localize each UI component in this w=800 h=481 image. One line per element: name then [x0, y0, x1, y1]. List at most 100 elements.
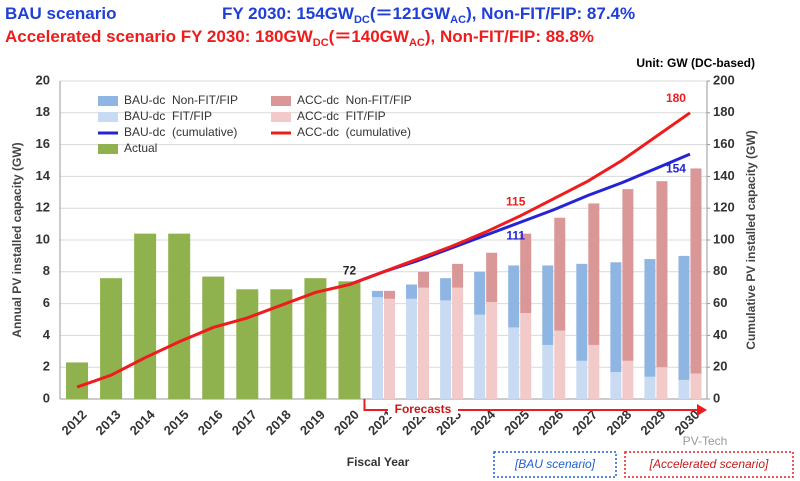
bar [576, 360, 588, 399]
bar [576, 263, 588, 361]
acc-header: Accelerated scenario FY 2030: 180GWDC(＝1… [5, 27, 594, 49]
y2-tick-label: 200 [713, 72, 735, 87]
bar [372, 290, 383, 298]
bar [678, 255, 690, 380]
bar [486, 302, 498, 399]
y2-tick-label: 0 [713, 390, 720, 405]
legend-label: Actual [124, 141, 157, 155]
cumulative-line [76, 111, 691, 389]
y2-tick-label: 100 [713, 231, 735, 246]
y-tick-label: 0 [43, 390, 50, 405]
x-tick-label: 2019 [297, 407, 328, 438]
bar [520, 233, 532, 314]
y-tick-label: 14 [36, 168, 51, 183]
data-label: 115 [506, 194, 526, 208]
legend-swatch [271, 96, 291, 106]
y-tick-label: 12 [36, 200, 50, 215]
y-tick-label: 10 [36, 231, 50, 246]
bar [486, 252, 498, 303]
legend-swatch [98, 112, 118, 122]
bar [622, 360, 634, 399]
bar [100, 278, 123, 399]
bar [452, 263, 464, 288]
bau-box-label: [BAU scenario] [514, 457, 596, 471]
forecast-label: Forecasts [395, 402, 452, 416]
data-label: 180 [666, 91, 686, 105]
bar [690, 373, 702, 399]
data-label: 111 [506, 229, 525, 243]
bar [588, 203, 600, 345]
legend-swatch [271, 112, 291, 122]
legend-label: ACC-dc (cumulative) [297, 125, 411, 139]
x-tick-label: 2017 [229, 407, 260, 438]
x-tick-label: 2029 [637, 407, 668, 438]
legend-label: BAU-dc FIT/FIP [124, 109, 212, 123]
bar [304, 278, 327, 399]
bar [656, 367, 668, 399]
bar [270, 289, 293, 399]
x-tick-label: 2025 [501, 407, 532, 438]
bar [554, 330, 566, 399]
bar [418, 287, 430, 399]
y2-tick-label: 120 [713, 200, 735, 215]
bar [474, 271, 486, 315]
x-tick-label: 2024 [467, 406, 499, 438]
legend-swatch [98, 96, 118, 106]
y2-tick-label: 180 [713, 104, 735, 119]
watermark: PV-Tech [683, 434, 728, 448]
y-axis-label: Annual PV installed capacity (GW) [10, 142, 24, 337]
y-tick-label: 16 [36, 136, 50, 151]
bar [418, 271, 430, 288]
y2-tick-label: 60 [713, 295, 727, 310]
bau-box [493, 451, 617, 478]
data-label: 154 [666, 161, 686, 175]
x-tick-label: 2028 [603, 407, 634, 438]
y-tick-label: 6 [43, 295, 50, 310]
x-tick-label: 2012 [59, 407, 90, 438]
bar [474, 314, 486, 399]
bar [440, 278, 452, 301]
bar [508, 265, 520, 328]
bar [236, 289, 259, 399]
legend-swatch [98, 144, 118, 154]
y-tick-label: 18 [36, 104, 50, 119]
legend-label: BAU-dc Non-FIT/FIP [124, 93, 238, 107]
bar [610, 262, 622, 372]
x-tick-label: 2015 [161, 407, 192, 438]
y2-tick-label: 40 [713, 327, 727, 342]
acc-box [624, 451, 794, 478]
bar [508, 327, 520, 399]
bar [610, 371, 622, 399]
y2-axis-label: Cumulative PV installed capacity (GW) [744, 130, 758, 349]
legend-label: ACC-dc Non-FIT/FIP [297, 93, 412, 107]
bar [690, 168, 702, 374]
y2-tick-label: 20 [713, 359, 727, 374]
y-tick-label: 4 [43, 327, 51, 342]
bar [372, 297, 383, 399]
bar [66, 362, 89, 399]
bau-header: BAU scenario FY 2030: 154GWDC(＝121GWAC), … [5, 4, 635, 26]
y-tick-label: 20 [36, 72, 50, 87]
bar [678, 379, 690, 399]
x-axis-label: Fiscal Year [347, 455, 410, 469]
bar [542, 265, 554, 345]
bar [406, 284, 418, 299]
bar [554, 217, 566, 331]
bar [644, 376, 656, 399]
y-tick-label: 2 [43, 359, 50, 374]
x-tick-label: 2018 [263, 407, 294, 438]
y2-tick-label: 80 [713, 263, 727, 278]
unit-note: Unit: GW (DC-based) [636, 56, 755, 70]
legend-label: BAU-dc (cumulative) [124, 125, 237, 139]
x-tick-label: 2020 [331, 407, 362, 438]
y2-tick-label: 160 [713, 136, 735, 151]
bar [520, 313, 532, 399]
bar [440, 300, 452, 399]
x-tick-label: 2027 [569, 407, 600, 438]
bar [406, 298, 418, 399]
bar [542, 344, 554, 399]
x-tick-label: 2016 [195, 407, 226, 438]
bar [588, 344, 600, 399]
acc-box-label: [Accelerated scenario] [649, 457, 769, 471]
